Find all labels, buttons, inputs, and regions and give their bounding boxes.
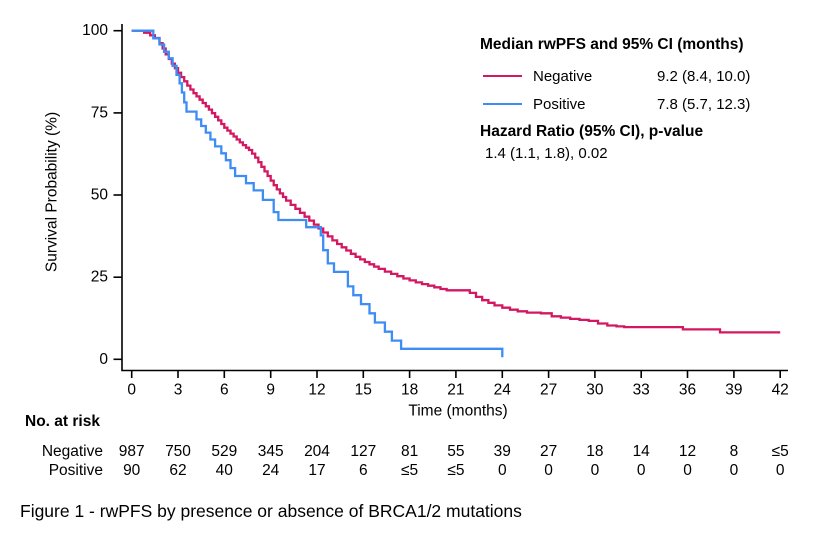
x-tick-label: 6: [220, 382, 229, 399]
legend: Median rwPFS and 95% CI (months) Negativ…: [480, 36, 750, 162]
legend-label-negative: Negative: [533, 67, 593, 85]
hazard-ratio-heading: Hazard Ratio (95% CI), p-value: [480, 123, 704, 140]
risk-count: 8: [729, 443, 739, 460]
legend-heading: Median rwPFS and 95% CI (months): [480, 36, 744, 53]
risk-count: 12: [678, 443, 697, 460]
risk-count: 529: [211, 443, 238, 460]
risk-count: 750: [165, 443, 191, 460]
risk-row-label: Negative: [41, 443, 103, 460]
risk-count: 0: [775, 462, 785, 479]
legend-label-positive: Positive: [533, 95, 586, 113]
risk-count: 18: [586, 443, 604, 460]
y-tick-label: 25: [91, 269, 108, 286]
risk-count: 0: [497, 462, 507, 479]
risk-count: 987: [118, 443, 145, 460]
hazard-ratio-value: 1.4 (1.1, 1.8), 0.02: [485, 145, 608, 162]
risk-count: 90: [123, 462, 141, 479]
risk-row-positive: Positive 90 62 40 24 17 6 ≤5 ≤5 0 0 0 0 0 0 0: [0, 462, 830, 481]
risk-row-label: Positive: [48, 462, 103, 479]
x-tick-label: 39: [725, 382, 742, 399]
risk-count: 0: [729, 462, 739, 479]
curve-positive: [131, 29, 504, 358]
x-tick-label: 27: [540, 382, 557, 399]
x-tick-label: 24: [494, 382, 512, 399]
risk-count: ≤5: [771, 443, 789, 460]
x-tick-label: 36: [679, 382, 696, 399]
x-tick-label: 3: [174, 382, 183, 399]
risk-count: 62: [169, 462, 187, 479]
y-tick-label: 100: [82, 22, 108, 39]
risk-count: 127: [350, 443, 377, 460]
negative-line-swatch: [483, 74, 522, 78]
x-tick-label: 33: [633, 382, 650, 399]
x-tick-label: 15: [355, 382, 372, 399]
risk-count: 0: [544, 462, 553, 479]
y-axis-title: Survival Probability (%): [44, 112, 61, 272]
x-tick-label: 9: [266, 382, 275, 399]
risk-count: 81: [400, 443, 419, 460]
x-tick-label: 0: [127, 382, 136, 399]
risk-count: 40: [215, 462, 233, 479]
risk-count: 17: [308, 462, 326, 479]
risk-count: 39: [493, 443, 511, 460]
y-tick-label: 0: [99, 351, 108, 368]
curve-negative: [131, 29, 781, 334]
figure-caption: Figure 1 - rwPFS by presence or absence …: [20, 501, 522, 521]
risk-count: 0: [590, 462, 600, 479]
risk-count: 6: [358, 462, 368, 479]
risk-count: 345: [257, 443, 284, 460]
y-tick-label: 75: [91, 104, 108, 121]
x-axis-title: Time (months): [408, 403, 507, 420]
axes: [121, 24, 788, 372]
positive-line-swatch: [483, 102, 522, 106]
median-value-negative: 9.2 (8.4, 10.0): [657, 67, 751, 85]
risk-row-negative: Negative 987 750 529 345 204 127 81 55 39 27 18 14 12…: [0, 443, 830, 462]
x-tick-label: 12: [308, 382, 325, 399]
risk-table-title: No. at risk: [25, 413, 100, 430]
x-tick-label: 18: [401, 382, 418, 399]
risk-count: 55: [447, 443, 465, 460]
x-tick-label: 30: [586, 382, 604, 399]
y-tick-label: 50: [91, 187, 109, 204]
legend-row-positive: Positive 7.8 (5.7, 12.3): [480, 90, 750, 118]
median-value-positive: 7.8 (5.7, 12.3): [657, 95, 751, 113]
risk-count: 24: [262, 462, 280, 479]
risk-count: 27: [539, 443, 558, 460]
risk-count: 204: [304, 443, 330, 460]
risk-count: 14: [632, 443, 650, 460]
x-tick-label: 42: [772, 382, 789, 399]
risk-count: ≤5: [447, 462, 465, 479]
x-tick-label: 21: [447, 382, 464, 399]
risk-count: 0: [683, 462, 692, 479]
risk-count: 0: [636, 462, 646, 479]
legend-row-negative: Negative 9.2 (8.4, 10.0): [480, 62, 750, 90]
risk-count: ≤5: [401, 462, 419, 479]
